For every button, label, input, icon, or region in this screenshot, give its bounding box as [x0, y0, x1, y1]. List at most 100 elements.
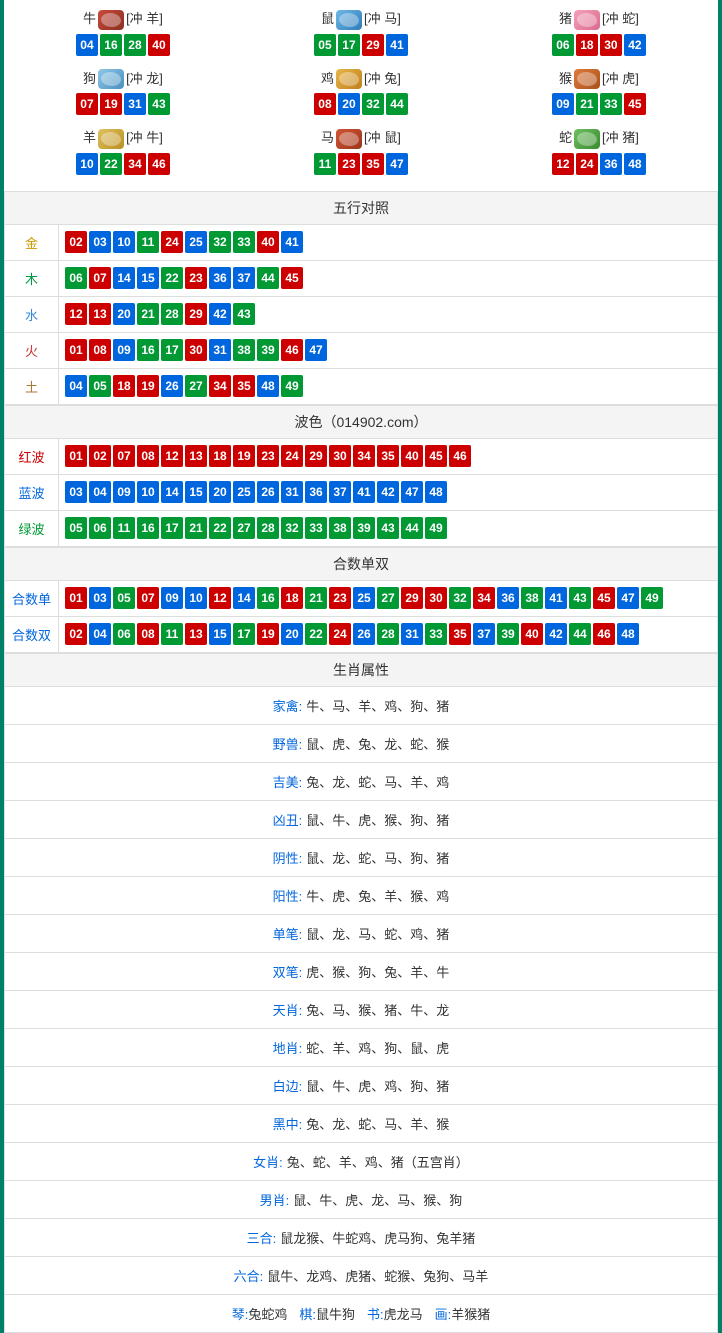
- number-ball: 44: [401, 517, 423, 539]
- attr-cell: 家禽:牛、马、羊、鸡、狗、猪: [5, 686, 718, 724]
- number-ball: 16: [100, 34, 122, 56]
- number-ball: 17: [233, 623, 255, 645]
- number-ball: 36: [600, 153, 622, 175]
- number-ball: 35: [377, 445, 399, 467]
- attr-row: 野兽:鼠、虎、兔、龙、蛇、猴: [5, 724, 718, 762]
- attr-label: 野兽:: [273, 737, 303, 752]
- attr-label: 天肖:: [273, 1003, 303, 1018]
- table-row: 合数单0103050709101214161821232527293032343…: [5, 580, 718, 616]
- zodiac-grid: 牛[冲 羊]04162840鼠[冲 马]05172941猪[冲 蛇]061830…: [4, 0, 718, 191]
- attr-text: 鼠、牛、虎、猴、狗、猪: [306, 813, 449, 828]
- number-ball: 38: [521, 587, 543, 609]
- row-numbers: 03040910141520252631363741424748: [59, 474, 718, 510]
- number-ball: 26: [161, 375, 183, 397]
- number-ball: 24: [576, 153, 598, 175]
- attr-text: 兔、龙、蛇、马、羊、鸡: [306, 775, 449, 790]
- number-ball: 01: [65, 339, 87, 361]
- number-ball: 43: [569, 587, 591, 609]
- attr-text: 牛、虎、兔、羊、猴、鸡: [306, 889, 449, 904]
- zodiac-cell: 猴[冲 虎]09213345: [480, 64, 718, 124]
- number-ball: 18: [113, 375, 135, 397]
- attr-label: 吉美:: [273, 775, 303, 790]
- number-ball: 20: [338, 93, 360, 115]
- bottom-label: 画:: [435, 1307, 452, 1322]
- number-ball: 28: [257, 517, 279, 539]
- number-ball: 10: [185, 587, 207, 609]
- number-ball: 32: [449, 587, 471, 609]
- number-ball: 27: [185, 375, 207, 397]
- number-ball: 10: [137, 481, 159, 503]
- zodiac-name: 马: [321, 130, 334, 145]
- bottom-text: 虎龙马: [384, 1307, 423, 1322]
- number-ball: 44: [569, 623, 591, 645]
- row-numbers: 1213202128294243: [59, 296, 718, 332]
- number-ball: 18: [209, 445, 231, 467]
- number-ball: 20: [113, 303, 135, 325]
- attr-label: 阳性:: [273, 889, 303, 904]
- attr-label: 单笔:: [273, 927, 303, 942]
- attr-cell: 白边:鼠、牛、虎、鸡、狗、猪: [5, 1066, 718, 1104]
- zodiac-cell: 狗[冲 龙]07193143: [4, 64, 242, 124]
- number-ball: 15: [137, 267, 159, 289]
- bose-table: 波色（014902.com） 红波01020708121318192324293…: [4, 405, 718, 547]
- number-ball: 35: [449, 623, 471, 645]
- zodiac-title: 狗[冲 龙]: [4, 68, 242, 90]
- number-ball: 46: [593, 623, 615, 645]
- number-ball: 17: [161, 339, 183, 361]
- number-ball: 08: [137, 623, 159, 645]
- attr-label: 双笔:: [273, 965, 303, 980]
- zodiac-nums: 11233547: [242, 153, 480, 175]
- number-ball: 49: [641, 587, 663, 609]
- number-ball: 17: [161, 517, 183, 539]
- zodiac-name: 羊: [83, 130, 96, 145]
- number-ball: 41: [281, 231, 303, 253]
- bottom-text: 兔蛇鸡: [248, 1307, 287, 1322]
- number-ball: 05: [314, 34, 336, 56]
- table-row: 红波0102070812131819232429303435404546: [5, 438, 718, 474]
- attr-row: 黑中:兔、龙、蛇、马、羊、猴: [5, 1104, 718, 1142]
- number-ball: 33: [233, 231, 255, 253]
- number-ball: 24: [281, 445, 303, 467]
- zodiac-name: 鼠: [321, 11, 334, 26]
- table-row: 金02031011242532334041: [5, 224, 718, 260]
- attr-text: 虎、猴、狗、兔、羊、牛: [306, 965, 449, 980]
- number-ball: 25: [233, 481, 255, 503]
- attr-text: 蛇、羊、鸡、狗、鼠、虎: [306, 1041, 449, 1056]
- number-ball: 32: [209, 231, 231, 253]
- number-ball: 06: [552, 34, 574, 56]
- zodiac-title: 鸡[冲 兔]: [242, 68, 480, 90]
- number-ball: 04: [89, 481, 111, 503]
- row-label: 木: [5, 260, 59, 296]
- attr-cell: 黑中:兔、龙、蛇、马、羊、猴: [5, 1104, 718, 1142]
- number-ball: 05: [65, 517, 87, 539]
- zodiac-nums: 12243648: [480, 153, 718, 175]
- number-ball: 32: [362, 93, 384, 115]
- number-ball: 22: [209, 517, 231, 539]
- zodiac-title: 牛[冲 羊]: [4, 8, 242, 30]
- attr-label: 凶丑:: [273, 813, 303, 828]
- number-ball: 03: [65, 481, 87, 503]
- number-ball: 12: [161, 445, 183, 467]
- attr-row: 地肖:蛇、羊、鸡、狗、鼠、虎: [5, 1028, 718, 1066]
- number-ball: 39: [353, 517, 375, 539]
- number-ball: 30: [185, 339, 207, 361]
- attr-label: 三合:: [247, 1231, 277, 1246]
- attr-row: 白边:鼠、牛、虎、鸡、狗、猪: [5, 1066, 718, 1104]
- bottom-text: 鼠牛狗: [316, 1307, 355, 1322]
- number-ball: 29: [401, 587, 423, 609]
- number-ball: 19: [233, 445, 255, 467]
- number-ball: 18: [576, 34, 598, 56]
- zodiac-nums: 09213345: [480, 93, 718, 115]
- row-numbers: 0103050709101214161821232527293032343638…: [59, 580, 718, 616]
- table-row: 土04051819262734354849: [5, 368, 718, 404]
- row-numbers: 0102070812131819232429303435404546: [59, 438, 718, 474]
- number-ball: 11: [161, 623, 183, 645]
- zodiac-nums: 05172941: [242, 34, 480, 56]
- row-label: 水: [5, 296, 59, 332]
- number-ball: 45: [281, 267, 303, 289]
- attr-row: 六合:鼠牛、龙鸡、虎猪、蛇猴、兔狗、马羊: [5, 1256, 718, 1294]
- number-ball: 34: [209, 375, 231, 397]
- number-ball: 20: [209, 481, 231, 503]
- zodiac-name: 牛: [83, 11, 96, 26]
- table-row: 绿波05061116172122272832333839434449: [5, 510, 718, 546]
